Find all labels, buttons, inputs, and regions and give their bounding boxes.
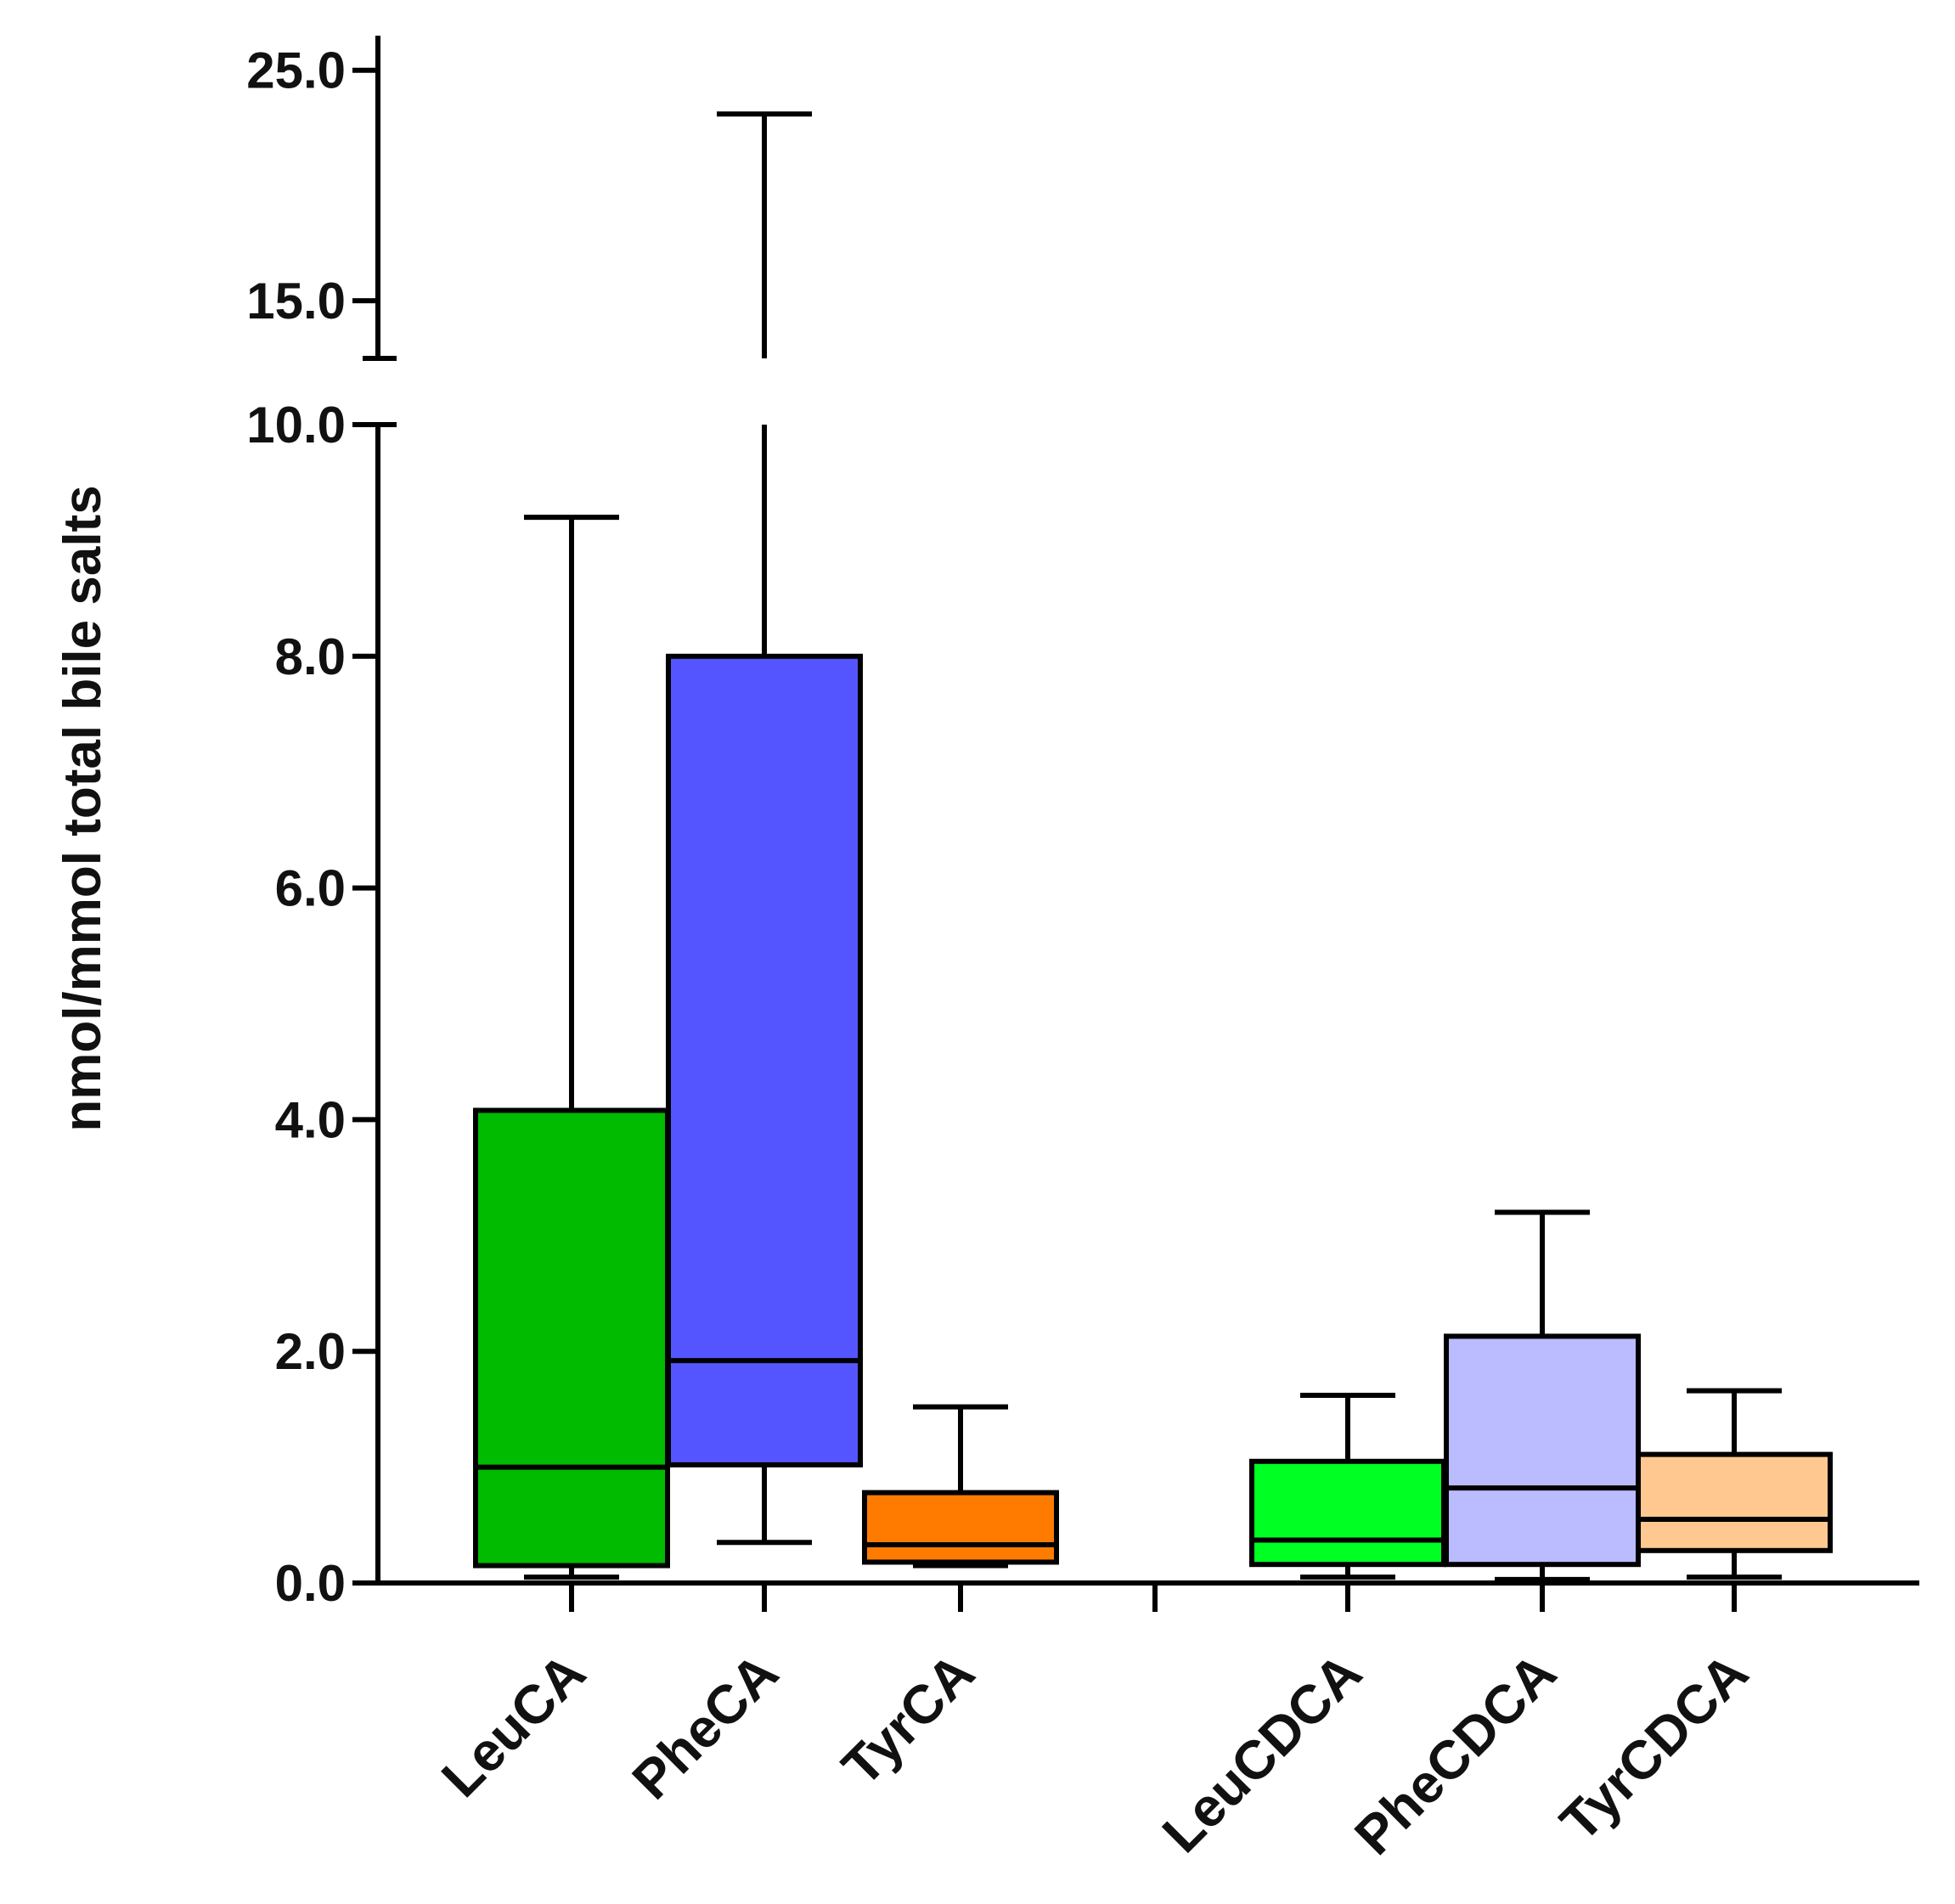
x-category-label-phecdca: PheCDCA <box>1343 1642 1568 1867</box>
y-tick-label: 6.0 <box>275 860 346 917</box>
y-tick-label: 0.0 <box>275 1555 346 1612</box>
y-tick-label: 10.0 <box>246 397 346 453</box>
x-category-label-pheca: PheCA <box>621 1642 790 1811</box>
y-tick-label: 2.0 <box>275 1323 346 1380</box>
iqr-box-phecdca <box>1444 1333 1641 1568</box>
labels-layer: 0.0 2.0 4.0 6.0 8.0 10.0 15.0 25.0 nmol/mmol tot… <box>54 42 1760 1867</box>
iqr-box-pheca <box>666 653 863 1467</box>
iqr-box-leucdca <box>1249 1458 1446 1568</box>
box-tyrca <box>862 1404 1059 1569</box>
box-tyrcdca <box>1636 1388 1833 1580</box>
box-pheca <box>666 111 863 1546</box>
x-category-label-tyrcdca: TyrCDCA <box>1548 1642 1760 1853</box>
box-leuca <box>473 515 670 1580</box>
iqr-box-leuca <box>473 1107 670 1569</box>
y-tick-label: 4.0 <box>275 1091 346 1148</box>
y-tick-label: 8.0 <box>275 628 346 685</box>
y-tick-label: 15.0 <box>246 273 346 330</box>
boxes-layer <box>473 111 1833 1582</box>
box-phecdca <box>1444 1209 1641 1582</box>
x-category-label-leuca: LeuCA <box>430 1642 597 1809</box>
y-tick-label: 25.0 <box>246 42 346 99</box>
x-category-label-tyrca: TyrCA <box>831 1642 986 1797</box>
iqr-box-tyrca <box>862 1490 1059 1565</box>
x-category-label-leucdca: LeuCDCA <box>1151 1642 1373 1864</box>
y-axis-title: nmol/mmol total bile salts <box>54 485 112 1131</box>
box-leucdca <box>1249 1393 1446 1580</box>
iqr-box-tyrcdca <box>1636 1451 1833 1553</box>
axes <box>352 36 1919 1612</box>
